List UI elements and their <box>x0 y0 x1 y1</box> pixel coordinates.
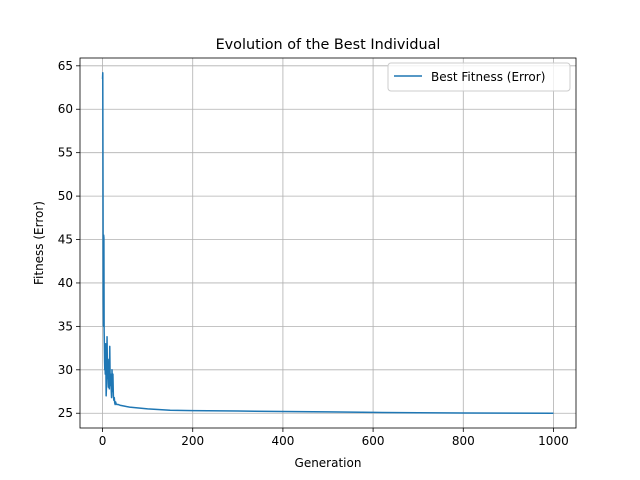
legend-box <box>387 62 571 92</box>
x-tick-label: 0 <box>99 434 107 448</box>
tick-marks: 0 200 400 600 800 1000 25 30 35 40 45 50 55 60 65 <box>58 59 569 448</box>
y-tick-label: 65 <box>58 59 73 73</box>
y-axis-label: Fitness (Error) <box>32 201 46 285</box>
chart-title: Evolution of the Best Individual <box>216 37 441 53</box>
x-tick-label: 1000 <box>538 434 569 448</box>
x-tick-label: 400 <box>271 434 294 448</box>
y-tick-label: 40 <box>58 276 73 290</box>
x-tick-label: 600 <box>362 434 385 448</box>
axes-frame <box>79 57 577 429</box>
plot-area <box>101 72 554 414</box>
legend: Best Fitness (Error) <box>387 62 571 92</box>
x-tick-label: 200 <box>181 434 204 448</box>
y-tick-label: 25 <box>58 406 73 420</box>
y-tick-label: 50 <box>58 189 73 203</box>
y-tick-label: 60 <box>58 102 73 116</box>
y-tick-label: 45 <box>58 233 73 247</box>
grid-lines <box>80 58 576 428</box>
y-tick-label: 35 <box>58 319 73 333</box>
y-tick-label: 55 <box>58 146 73 160</box>
legend-label-best-fitness: Best Fitness (Error) <box>431 70 545 84</box>
series-line-0 <box>101 72 554 414</box>
x-axis-label: Generation <box>295 456 362 470</box>
y-tick-label: 30 <box>58 363 73 377</box>
axes <box>79 57 577 429</box>
x-tick-label: 800 <box>452 434 475 448</box>
